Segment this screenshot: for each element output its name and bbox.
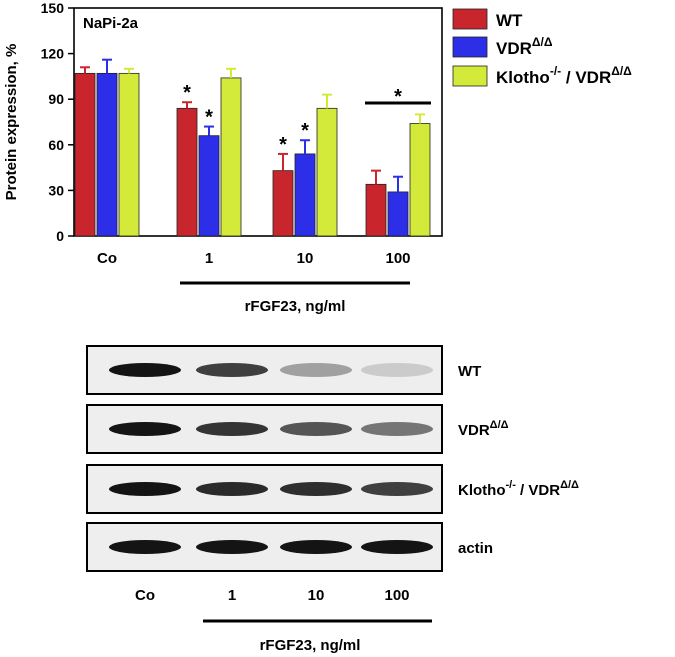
bar-klotho-co	[118, 72, 140, 237]
bar-vdr-1	[198, 135, 220, 237]
bar-klotho-100	[409, 123, 431, 237]
y-axis-label: Protein expression, %	[3, 44, 20, 201]
blot-band	[196, 540, 268, 554]
legend-label-base: WT	[496, 11, 523, 30]
legend-label-base: VDR	[496, 39, 532, 58]
legend-label: WT	[496, 11, 523, 30]
legend-swatch	[452, 8, 488, 30]
bar-vdr-10	[294, 153, 316, 237]
blot-row-label-base: actin	[458, 540, 493, 557]
blot-row-label-base: WT	[458, 363, 481, 380]
legend-label: Klotho-/- / VDRΔ/Δ	[496, 64, 632, 87]
x-tick-label: Co	[97, 250, 117, 267]
blot-band	[280, 422, 352, 436]
blot-band	[196, 422, 268, 436]
blot-row-label-sup: -/-	[505, 479, 516, 491]
significance-star: *	[279, 134, 287, 156]
y-tick-label: 120	[41, 46, 65, 62]
y-tick-label: 0	[56, 228, 64, 244]
bar-klotho-1	[220, 77, 242, 237]
blot-row-label: VDRΔ/Δ	[458, 419, 509, 439]
blot-x-label: rFGF23, ng/ml	[260, 637, 361, 654]
legend-label: VDRΔ/Δ	[496, 35, 553, 58]
x-axis-tick-labels: Co 1 10 100	[97, 250, 411, 267]
blot-row-label-base: Klotho	[458, 482, 505, 499]
blot-band	[109, 422, 181, 436]
legend-label-base: Klotho	[496, 68, 550, 87]
blot-row-label: WT	[458, 363, 481, 380]
bar-vdr-100	[387, 191, 409, 237]
blot-band	[361, 363, 433, 377]
blot-lane-label: 10	[308, 587, 325, 604]
blot-lane-label: 100	[384, 587, 409, 604]
x-tick-label: 1	[205, 250, 213, 267]
blot-band	[196, 363, 268, 377]
bar-vdr-co	[96, 72, 118, 237]
blot-row-label: Klotho-/- / VDRΔ/Δ	[458, 479, 579, 499]
legend-label-mid: / VDR	[561, 68, 611, 87]
blot-row-label-sup: Δ/Δ	[490, 419, 509, 431]
legend-label-sup2: Δ/Δ	[611, 64, 632, 78]
significance-star: *	[205, 107, 213, 129]
significance-star: *	[301, 120, 309, 142]
legend-label-sup: Δ/Δ	[532, 35, 553, 49]
legend-swatch	[452, 36, 488, 58]
x-tick-label: 100	[385, 250, 410, 267]
y-axis-ticks: 0 30 60 90 120 150	[41, 0, 74, 244]
bar-series: * * * * *	[74, 58, 431, 237]
y-tick-label: 90	[48, 91, 64, 107]
y-tick-label: 60	[48, 137, 64, 153]
blot-band	[280, 482, 352, 496]
bar-wt-100	[365, 183, 387, 237]
blot-band	[361, 482, 433, 496]
blot-row-label: actin	[458, 540, 493, 557]
y-tick-label: 30	[48, 182, 64, 198]
blot-band	[109, 482, 181, 496]
bar-wt-co	[74, 72, 96, 237]
blot-band	[196, 482, 268, 496]
bar-wt-10	[272, 170, 294, 237]
x-tick-label: 10	[297, 250, 314, 267]
y-tick-label: 150	[41, 0, 65, 16]
bar-wt-1	[176, 107, 198, 237]
bar-klotho-10	[316, 107, 338, 237]
blot-band	[280, 363, 352, 377]
blot-row-label-sup2: Δ/Δ	[560, 479, 579, 491]
blot-row-label-mid: / VDR	[516, 482, 560, 499]
bar-chart: NaPi-2a Protein expression, % 0 30 60 90 120…	[3, 0, 443, 315]
significance-star: *	[183, 82, 191, 104]
plot-frame	[73, 7, 443, 237]
blot-lane-label: Co	[135, 587, 155, 604]
panel-label: NaPi-2a	[83, 15, 139, 32]
legend-label-sup: -/-	[550, 64, 561, 78]
blot-band	[109, 363, 181, 377]
blot-lane-label: 1	[228, 587, 236, 604]
significance-star: *	[394, 86, 402, 108]
x-axis-label: rFGF23, ng/ml	[245, 298, 346, 315]
legend-swatch	[452, 65, 488, 87]
blot-band	[280, 540, 352, 554]
blot-band	[361, 422, 433, 436]
blot-band	[109, 540, 181, 554]
blot-row-label-base: VDR	[458, 422, 490, 439]
blot-band	[361, 540, 433, 554]
